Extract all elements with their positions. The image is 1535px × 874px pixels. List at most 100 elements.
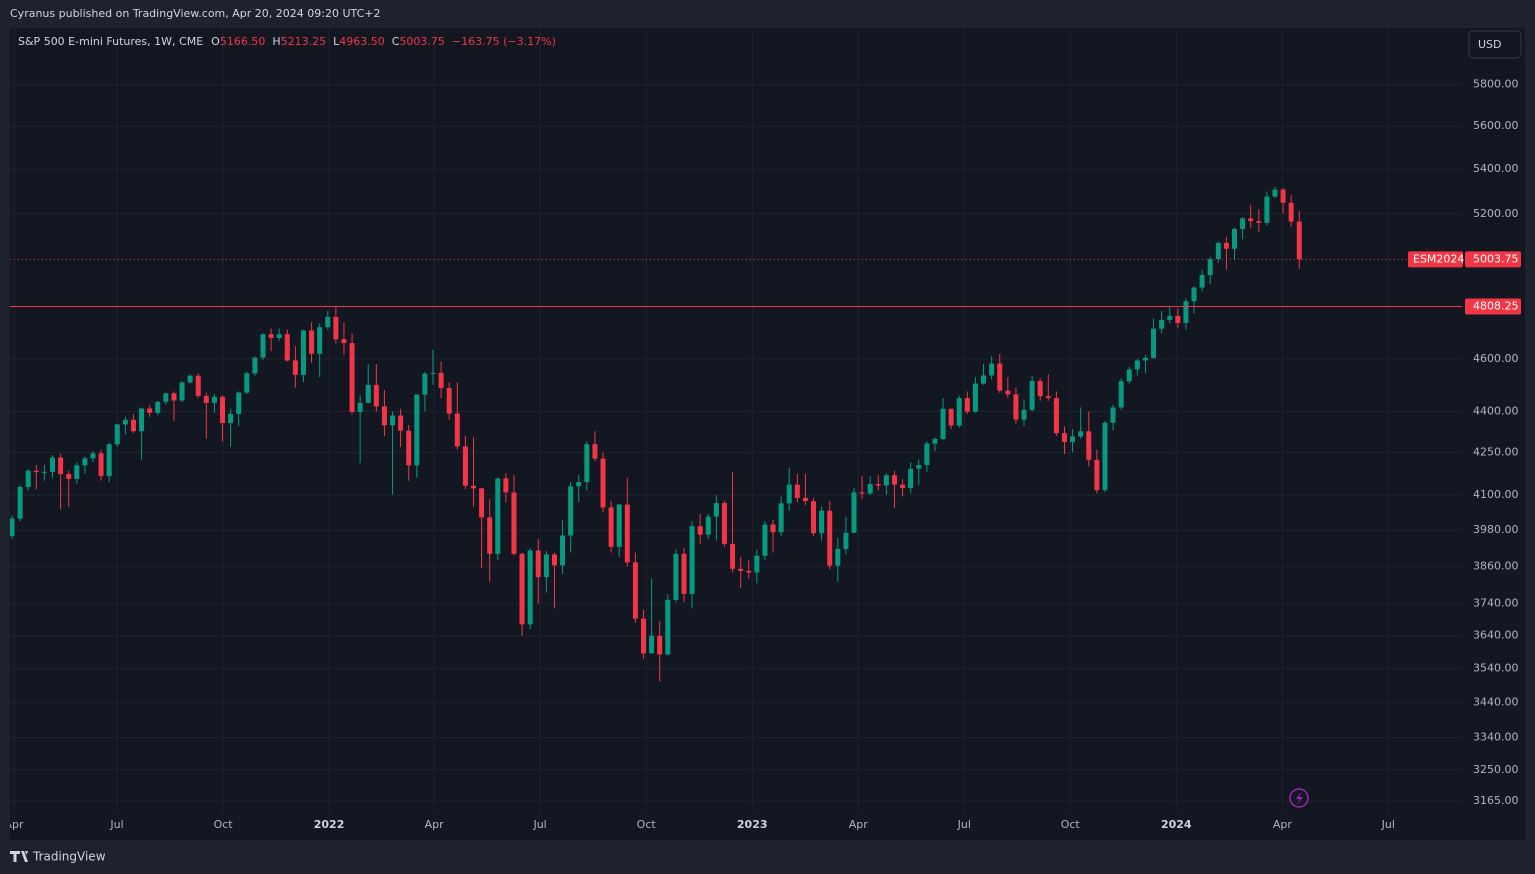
candle-body bbox=[349, 343, 355, 413]
x-tick-label: Oct bbox=[1061, 818, 1081, 831]
candle-body bbox=[568, 486, 574, 536]
y-tick-label: 5600.00 bbox=[1473, 119, 1519, 132]
currency-label[interactable]: USD bbox=[1478, 38, 1502, 51]
y-axis: 3165.00 3250.00 3340.00 3440.00 3540.00 3640.… bbox=[1408, 78, 1521, 807]
candle-body bbox=[1029, 380, 1035, 410]
y-tick-label: 4400.00 bbox=[1473, 404, 1519, 417]
candle-body bbox=[1240, 218, 1246, 229]
candle-body bbox=[211, 396, 217, 403]
candle-body bbox=[811, 501, 817, 534]
candle-body bbox=[608, 507, 614, 547]
legend-value: 4963.50 bbox=[339, 35, 385, 48]
candle-body bbox=[786, 484, 792, 504]
candle-body bbox=[867, 484, 873, 494]
candle-body bbox=[770, 524, 776, 533]
candle-body bbox=[33, 470, 39, 473]
candle-body bbox=[260, 334, 266, 358]
candle-body bbox=[309, 330, 315, 354]
candle-body bbox=[325, 316, 331, 328]
candle-body bbox=[640, 618, 647, 654]
candle-body bbox=[130, 419, 136, 432]
candle-body bbox=[495, 478, 501, 554]
candle-body bbox=[365, 384, 371, 403]
candle-body bbox=[252, 357, 258, 374]
candle-body bbox=[1053, 398, 1059, 434]
candle-body bbox=[738, 568, 744, 571]
candle-body bbox=[228, 413, 234, 424]
candle-body bbox=[373, 384, 379, 407]
plot-background bbox=[10, 28, 1525, 840]
candle-body bbox=[932, 438, 938, 444]
y-tick-label: 3640.00 bbox=[1473, 629, 1519, 642]
legend-key: H bbox=[272, 35, 280, 48]
candle-body bbox=[390, 415, 396, 426]
candle-body bbox=[584, 444, 590, 483]
candle-body bbox=[778, 503, 784, 533]
event-bolt bbox=[1296, 792, 1303, 805]
candle-body bbox=[730, 543, 736, 569]
symbol-tag bbox=[1408, 251, 1463, 268]
candle-body bbox=[1159, 319, 1165, 329]
candle-body bbox=[1256, 221, 1262, 223]
candle-body bbox=[66, 474, 72, 479]
candle-body bbox=[98, 453, 104, 477]
y-tick-label: 3540.00 bbox=[1473, 662, 1519, 675]
candle-body bbox=[600, 458, 606, 508]
candle-body bbox=[1167, 315, 1173, 320]
y-tick-label: 3250.00 bbox=[1473, 763, 1519, 776]
candle-body bbox=[220, 396, 226, 424]
y-tick-label: 3860.00 bbox=[1473, 559, 1519, 572]
candle-body bbox=[1231, 228, 1238, 249]
candle-body bbox=[802, 497, 808, 502]
legend: S&P 500 E-mini Futures, 1W, CME O 5166.50 H… bbox=[18, 35, 556, 48]
candle-body bbox=[422, 373, 428, 395]
y-tick-label: 3980.00 bbox=[1473, 523, 1519, 536]
candle-body bbox=[438, 372, 444, 389]
candle-body bbox=[875, 484, 881, 486]
candle-body bbox=[41, 471, 47, 473]
candle-body bbox=[1191, 287, 1197, 302]
event-icon[interactable] bbox=[1289, 788, 1309, 808]
candle-body bbox=[90, 453, 96, 459]
candle-body bbox=[398, 415, 404, 431]
candle-body bbox=[1151, 328, 1157, 358]
candle-body bbox=[284, 334, 290, 361]
legend-change: −163.75 (−3.17%) bbox=[452, 35, 556, 48]
candle-body bbox=[689, 526, 695, 594]
candle-body bbox=[1296, 221, 1302, 260]
x-tick-label: Apr bbox=[849, 818, 869, 831]
candle-body bbox=[357, 402, 363, 413]
candle-body bbox=[835, 548, 841, 566]
candle-body bbox=[1110, 407, 1116, 423]
y-tick-label: 3340.00 bbox=[1473, 730, 1519, 743]
candle-body bbox=[139, 408, 145, 432]
candle-body bbox=[454, 413, 460, 447]
candle-body bbox=[1102, 422, 1108, 491]
candle-body bbox=[446, 388, 452, 414]
candle-body bbox=[1199, 275, 1205, 288]
currency-button[interactable] bbox=[1468, 30, 1522, 59]
y-tick-label: 5400.00 bbox=[1473, 162, 1519, 175]
candle-body bbox=[17, 486, 23, 519]
legend-value: 5003.75 bbox=[399, 35, 445, 48]
candle-body bbox=[543, 554, 549, 578]
candle-body bbox=[762, 524, 768, 556]
candle-body bbox=[1134, 360, 1140, 370]
candle-body bbox=[989, 363, 995, 376]
candle-body bbox=[519, 553, 525, 625]
candle-body bbox=[106, 444, 112, 477]
price-tag-label: 5003.75 bbox=[1473, 252, 1519, 265]
grid bbox=[10, 28, 1462, 812]
candle-body bbox=[1183, 301, 1189, 323]
x-tick-label: Jul bbox=[532, 818, 546, 831]
x-tick-label: Jul bbox=[1381, 818, 1395, 831]
candle-body bbox=[924, 443, 930, 466]
legend-value: 5213.25 bbox=[281, 35, 327, 48]
candle-body bbox=[49, 457, 56, 472]
candle-body bbox=[997, 363, 1003, 391]
candle-body bbox=[487, 517, 493, 554]
candle-body bbox=[632, 562, 638, 619]
candle-body bbox=[1061, 433, 1068, 442]
candle-body bbox=[1142, 357, 1148, 361]
candle-body bbox=[705, 516, 711, 535]
